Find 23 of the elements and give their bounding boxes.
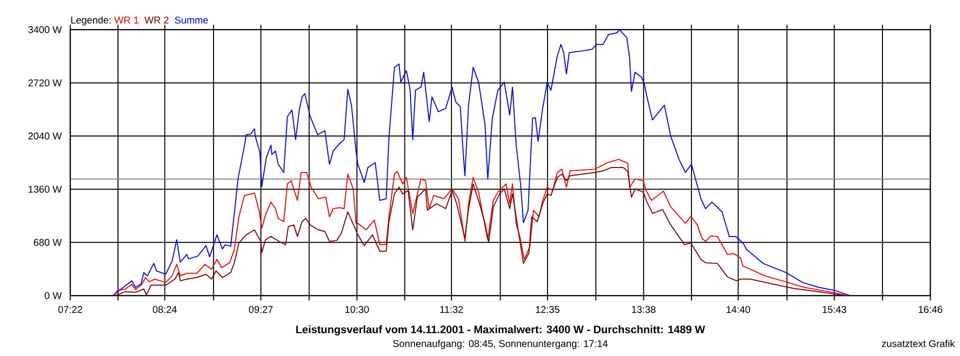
text: Leistungsverlauf vom 14.11.2001 - Maximalwert: 3400 W - Durchschnitt: 1489 W xyxy=(296,325,706,336)
x-tick-label: 07:22 xyxy=(58,306,82,313)
x-tick-label: 16:46 xyxy=(918,306,942,313)
x-tick-label: 13:38 xyxy=(632,306,656,313)
legend-title: Legende: xyxy=(71,16,111,26)
y-tick-label: 3400 W xyxy=(28,26,62,34)
y-tick-label: 2720 W xyxy=(28,79,62,86)
y-tick-label: 1360 W xyxy=(28,186,62,193)
x-tick-label: 12:35 xyxy=(536,306,560,313)
y-tick-label: 2040 W xyxy=(28,132,62,140)
x-tick-label: 10:30 xyxy=(345,306,369,313)
x-tick-label: 08:24 xyxy=(152,306,177,313)
y-tick-label: 0 W xyxy=(44,292,62,300)
x-tick-label: 09:27 xyxy=(248,306,273,313)
text: Summe xyxy=(174,16,208,24)
x-tick-label: 11:32 xyxy=(440,306,463,313)
text: zusatztext Grafik xyxy=(882,340,955,348)
text: WR 2 xyxy=(144,16,168,24)
text: WR 1 xyxy=(114,16,138,24)
x-tick-label: 15:43 xyxy=(822,306,846,313)
text: Sonnenaufgang: 08:45, Sonnenuntergang: 17:14 xyxy=(393,340,608,350)
y-tick-label: 680 W xyxy=(34,238,62,246)
x-tick-label: 14:40 xyxy=(726,306,750,313)
